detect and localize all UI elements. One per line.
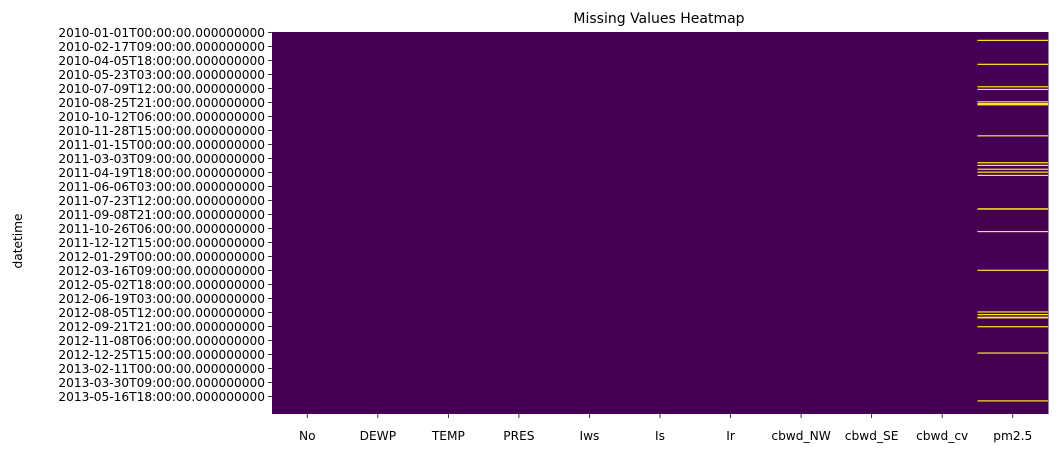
missing-mark <box>977 164 1048 166</box>
missing-mark <box>977 86 1048 88</box>
missing-mark <box>977 39 1048 41</box>
y-tick-label: 2012-11-08T06:00:00.000000000 <box>58 334 265 348</box>
x-tick-label: cbwd_SE <box>845 429 899 443</box>
y-tick-label: 2012-08-05T12:00:00.000000000 <box>58 306 265 320</box>
missing-mark <box>977 326 1048 328</box>
missing-mark <box>977 174 1048 177</box>
y-tick-label: 2010-07-09T12:00:00.000000000 <box>58 82 265 96</box>
x-tick-label: Ir <box>726 429 736 443</box>
y-tick-label: 2011-04-19T18:00:00.000000000 <box>58 166 265 180</box>
y-tick-label: 2012-09-21T21:00:00.000000000 <box>58 320 265 334</box>
heatmap-column-temp <box>413 32 485 414</box>
y-tick-label: 2011-01-15T00:00:00.000000000 <box>58 138 265 152</box>
x-tick-label: cbwd_NW <box>771 429 830 443</box>
y-tick-label: 2010-02-17T09:00:00.000000000 <box>58 40 265 54</box>
heatmap-column-iws <box>554 32 626 414</box>
y-tick-label: 2011-06-06T03:00:00.000000000 <box>58 180 265 194</box>
y-tick-label: 2010-11-28T15:00:00.000000000 <box>58 124 265 138</box>
y-tick-label: 2012-06-19T03:00:00.000000000 <box>58 292 265 306</box>
missing-mark <box>977 135 1048 137</box>
y-tick-label: 2010-04-05T18:00:00.000000000 <box>58 54 265 68</box>
y-tick-label: 2011-07-23T12:00:00.000000000 <box>58 194 265 208</box>
missing-mark <box>977 269 1048 271</box>
heatmap-column-cbwd-nw <box>765 32 837 414</box>
y-axis-label: datetime <box>11 213 25 268</box>
heatmap-column-pm2-5 <box>977 32 1049 414</box>
missing-mark <box>977 208 1048 210</box>
y-tick-label: 2011-09-08T21:00:00.000000000 <box>58 208 265 222</box>
x-tick-label: cbwd_cv <box>916 429 968 443</box>
missing-mark <box>977 314 1048 316</box>
missing-mark <box>977 171 1048 173</box>
y-tick-label: 2012-12-25T15:00:00.000000000 <box>58 348 265 362</box>
chart-title: Missing Values Heatmap <box>573 11 744 27</box>
missing-mark <box>977 352 1048 354</box>
heatmap-cells <box>272 32 1049 414</box>
missing-value-marks <box>977 39 1048 402</box>
missing-mark <box>977 162 1048 164</box>
heatmap-column-is <box>624 32 696 414</box>
heatmap-column-cbwd-cv <box>906 32 978 414</box>
y-tick-label: 2013-03-30T09:00:00.000000000 <box>58 376 265 390</box>
missing-mark <box>977 311 1048 313</box>
y-tick-label: 2013-02-11T00:00:00.000000000 <box>58 362 265 376</box>
heatmap-column-pres <box>483 32 555 414</box>
x-tick-label: pm2.5 <box>993 429 1032 443</box>
y-tick-label: 2011-10-26T06:00:00.000000000 <box>58 222 265 236</box>
heatmap-column-dewp <box>342 32 414 414</box>
y-tick-label: 2010-08-25T21:00:00.000000000 <box>58 96 265 110</box>
missing-mark <box>977 168 1048 170</box>
x-tick-label: Is <box>655 429 665 443</box>
x-axis: No DEWP TEMP PRES Iws Is Ir cbwd_NW cbwd_SE cbwd_… <box>299 414 1032 443</box>
heatmap-column-ir <box>695 32 767 414</box>
missing-mark <box>977 63 1048 65</box>
missing-mark <box>977 400 1048 402</box>
heatmap-column-cbwd-se <box>836 32 908 414</box>
y-tick-label: 2010-05-23T03:00:00.000000000 <box>58 68 265 82</box>
y-tick-label: 2011-03-03T09:00:00.000000000 <box>58 152 265 166</box>
y-tick-label: 2011-12-12T15:00:00.000000000 <box>58 236 265 250</box>
missing-mark <box>977 101 1048 103</box>
x-tick-label: PRES <box>503 429 535 443</box>
x-tick-label: TEMP <box>431 429 465 443</box>
missing-mark <box>977 88 1048 91</box>
missing-mark <box>977 104 1048 106</box>
missing-mark <box>977 230 1048 233</box>
y-tick-label: 2012-03-16T09:00:00.000000000 <box>58 264 265 278</box>
x-tick-label: No <box>299 429 316 443</box>
y-tick-label: 2012-01-29T00:00:00.000000000 <box>58 250 265 264</box>
x-tick-label: Iws <box>579 429 599 443</box>
y-tick-label: 2010-01-01T00:00:00.000000000 <box>58 26 265 40</box>
missing-mark <box>977 317 1048 319</box>
heatmap-column-no <box>272 32 344 414</box>
y-tick-label: 2013-05-16T18:00:00.000000000 <box>58 390 265 404</box>
y-tick-label: 2012-05-02T18:00:00.000000000 <box>58 278 265 292</box>
y-tick-label: 2010-10-12T06:00:00.000000000 <box>58 110 265 124</box>
y-axis: 2010-01-01T00:00:00.0000000002010-02-17T… <box>58 26 272 404</box>
x-tick-label: DEWP <box>360 429 397 443</box>
